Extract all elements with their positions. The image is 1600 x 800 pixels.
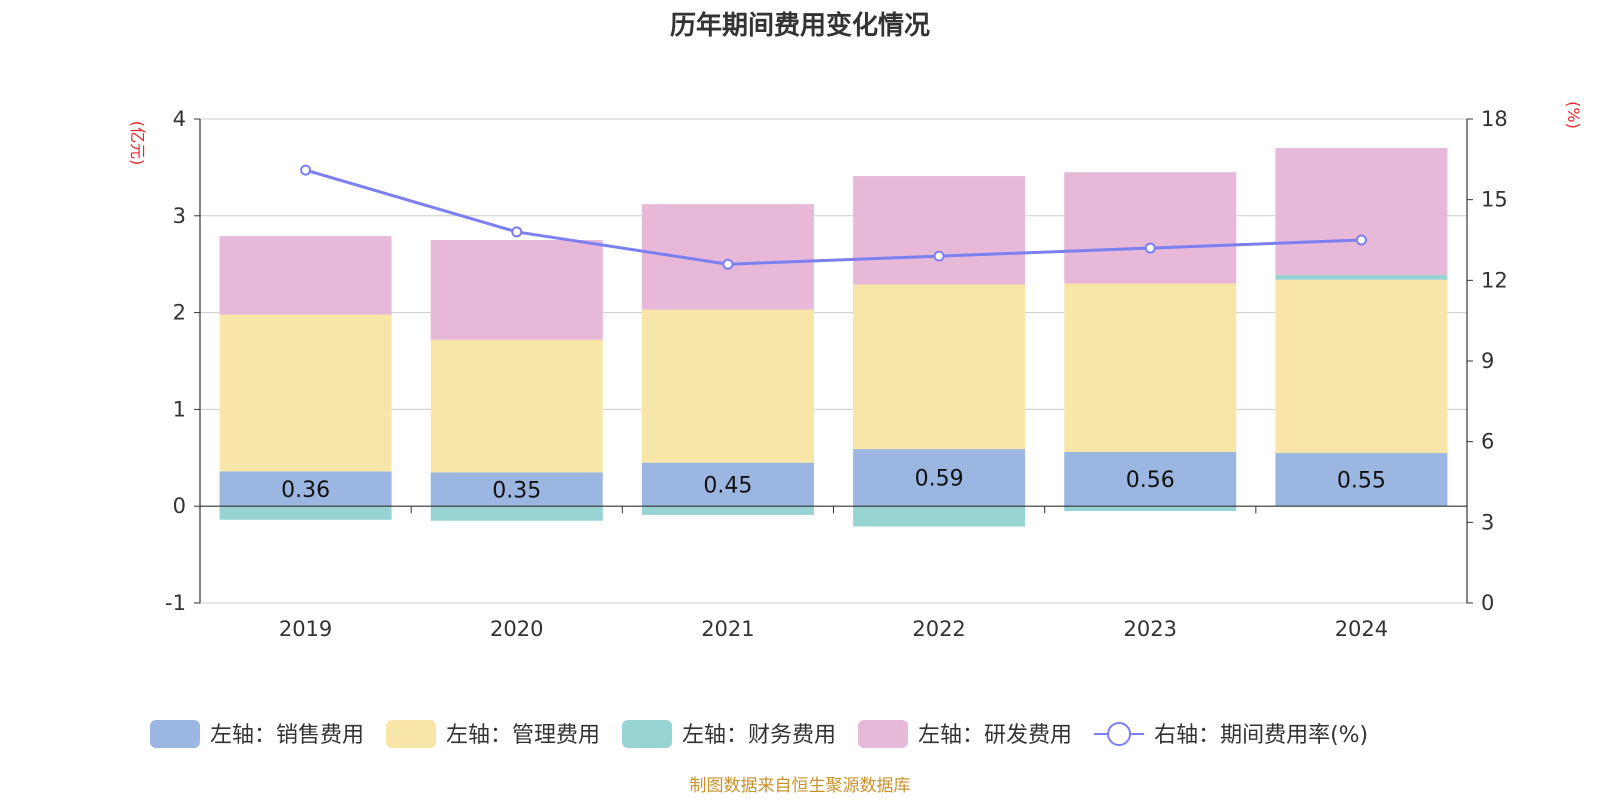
chart-title: 历年期间费用变化情况 — [670, 10, 930, 41]
bar-segment — [430, 472, 603, 507]
bar-segment — [1275, 279, 1448, 453]
rate-point — [1355, 234, 1367, 246]
source-note: 制图数据来自恒生聚源数据库 — [690, 776, 911, 796]
bars — [219, 148, 1448, 527]
bar-segment — [1064, 506, 1237, 512]
legend-swatch — [622, 720, 673, 748]
right-axis-unit: (%) — [1564, 101, 1583, 129]
legend-swatch — [150, 720, 200, 748]
bar-segment — [641, 506, 814, 515]
legend-label: 右轴：期间费用率(%) — [1154, 723, 1368, 748]
bar-segment — [641, 204, 814, 310]
bar-segment — [219, 506, 392, 520]
bar-data-label: 0.36 — [281, 478, 330, 503]
left-tick-label: 2 — [173, 301, 186, 325]
bar-segment — [853, 176, 1026, 285]
bar-segment — [853, 284, 1026, 450]
left-tick-label: 0 — [173, 494, 186, 518]
bar-segment — [1275, 452, 1448, 507]
bar-data-label: 0.45 — [703, 473, 752, 498]
legend-label: 左轴：财务费用 — [682, 723, 836, 748]
x-tick-label: 2020 — [490, 617, 543, 641]
data-labels: 0.36 0.35 0.45 0.59 0.56 0.55 — [281, 467, 1386, 504]
x-tick-label: 2022 — [912, 617, 965, 641]
rate-point — [1144, 242, 1156, 254]
bar-segment — [1275, 148, 1448, 275]
legend-label: 左轴：管理费用 — [446, 723, 600, 748]
bar-segment — [1275, 274, 1448, 280]
bar-segment — [219, 314, 392, 472]
left-tick-label: 1 — [173, 397, 186, 421]
rate-line — [300, 164, 1367, 270]
left-axis-unit: (亿元) — [128, 121, 147, 166]
bar-segment — [430, 506, 603, 521]
left-tick-label: 3 — [173, 204, 186, 228]
right-tick-label: 15 — [1481, 188, 1508, 212]
legend-label: 左轴：销售费用 — [210, 723, 364, 748]
bar-segment — [853, 449, 1026, 507]
bar-data-label: 0.56 — [1126, 468, 1175, 493]
right-tick-label: 3 — [1481, 510, 1494, 534]
bar-segment — [219, 236, 392, 315]
rate-point — [300, 164, 312, 176]
bar-segment — [641, 462, 814, 507]
right-tick-label: 6 — [1481, 430, 1494, 454]
right-tick-label: 0 — [1481, 591, 1494, 615]
bar-segment — [430, 240, 603, 340]
gridlines — [200, 118, 1467, 604]
legend-label: 左轴：研发费用 — [918, 723, 1072, 748]
x-tick-label: 2023 — [1124, 617, 1177, 641]
bar-segment — [641, 309, 814, 463]
legend-swatch — [386, 720, 437, 748]
bar-segment — [219, 471, 392, 507]
rate-point — [511, 226, 523, 238]
bar-segment — [853, 506, 1026, 527]
right-tick-label: 18 — [1481, 107, 1508, 131]
right-tick-label: 12 — [1481, 268, 1508, 292]
bar-segment — [1064, 283, 1237, 452]
bar-data-label: 0.35 — [492, 478, 541, 503]
rate-point — [933, 250, 945, 262]
rate-line-path — [305, 168, 1362, 266]
bar-segment — [430, 339, 603, 473]
bar-segment — [1064, 172, 1237, 284]
bar-segment — [1064, 451, 1237, 507]
x-tick-label: 2024 — [1335, 617, 1388, 641]
right-tick-label: 9 — [1481, 349, 1494, 373]
bar-data-label: 0.59 — [915, 467, 964, 492]
legend-swatch — [858, 720, 909, 748]
rate-point — [722, 258, 734, 270]
left-tick-label: 4 — [173, 107, 186, 131]
x-tick-label: 2019 — [279, 617, 332, 641]
legend-marker — [1107, 722, 1132, 746]
bar-data-label: 0.55 — [1337, 469, 1386, 494]
x-tick-label: 2021 — [701, 617, 754, 641]
legend: 左轴：销售费用 左轴：管理费用 左轴：财务费用 左轴：研发费用 右轴：期间费用率(%) — [150, 720, 1368, 748]
left-tick-label: -1 — [165, 591, 186, 615]
